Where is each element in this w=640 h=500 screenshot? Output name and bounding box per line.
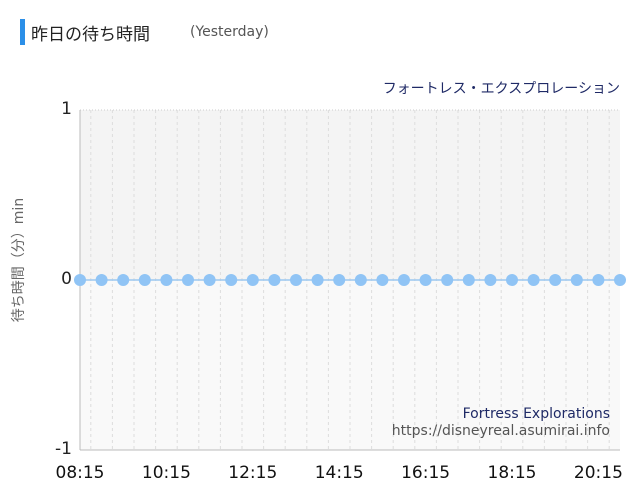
x-tick-label: 12:15 [228, 463, 278, 483]
x-tick-label: 20:15 [573, 463, 623, 483]
data-point [225, 274, 238, 286]
data-point [376, 274, 389, 286]
x-tick-label: 16:15 [401, 463, 451, 483]
data-point [160, 274, 173, 286]
watermark-name: Fortress Explorations [462, 406, 610, 422]
data-point [246, 274, 259, 286]
data-point [268, 274, 281, 286]
data-point [138, 274, 151, 286]
data-point [117, 274, 130, 286]
data-point [182, 274, 194, 286]
y-tick-label: 0 [61, 269, 72, 289]
data-point [549, 274, 562, 286]
data-point [203, 274, 216, 286]
data-point [462, 274, 475, 286]
data-point [74, 274, 86, 286]
data-point [614, 274, 626, 286]
page-subtitle: (Yesterday) [190, 24, 269, 40]
page-header: 昨日の待ち時間 (Yesterday) [20, 18, 269, 46]
data-point [311, 274, 324, 286]
data-point [570, 274, 583, 286]
data-point [484, 274, 497, 286]
data-point [290, 274, 302, 286]
data-point [419, 274, 432, 286]
y-tick-label: -1 [55, 439, 72, 459]
page-title: 昨日の待ち時間 [31, 24, 150, 45]
x-tick-label: 14:15 [314, 463, 364, 483]
chart-title: フォートレス・エクスプロレーション [382, 81, 620, 97]
data-point [506, 274, 518, 286]
data-point [398, 274, 410, 286]
x-tick-label: 08:15 [55, 463, 105, 483]
data-point [441, 274, 454, 286]
x-tick-label: 10:15 [141, 463, 191, 483]
y-tick-label: 1 [61, 99, 72, 119]
data-point [592, 274, 605, 286]
watermark-url: https://disneyreal.asumirai.info [391, 423, 610, 439]
data-point [333, 274, 346, 286]
data-point [95, 274, 108, 286]
data-point [354, 274, 367, 286]
x-tick-label: 18:15 [487, 463, 537, 483]
header-accent-bar [20, 19, 25, 45]
data-point [527, 274, 540, 286]
